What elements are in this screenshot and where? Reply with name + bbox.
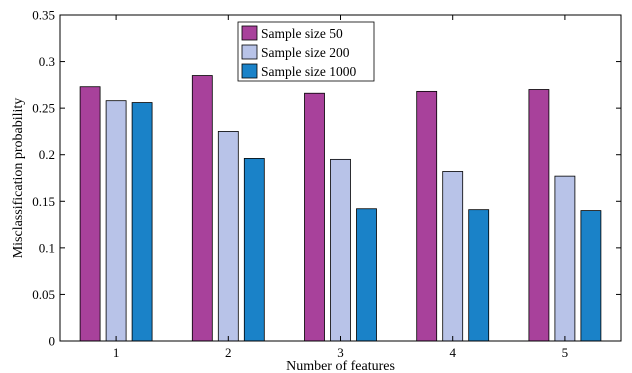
bar-series-1-cat-1 <box>79 86 101 342</box>
bar-series-1-cat-2 <box>191 75 213 342</box>
y-tick-label: 0.3 <box>39 54 55 69</box>
y-tick-label: 0.05 <box>32 287 55 302</box>
y-tick-label: 0.25 <box>32 101 55 116</box>
bar-series-3-cat-3 <box>356 208 377 342</box>
bar-series-2-cat-3 <box>330 158 351 342</box>
y-axis-label: Misclassification probability <box>11 98 26 259</box>
legend-swatch <box>241 63 258 79</box>
legend-label: Sample size 1000 <box>261 64 356 79</box>
x-axis: 1 2 3 4 5 <box>113 15 568 360</box>
bar-series-1-cat-3 <box>304 92 325 342</box>
bar-series-3-cat-2 <box>243 158 265 342</box>
bar-series-3-cat-4 <box>468 209 490 342</box>
bar-series-2-cat-2 <box>217 131 239 342</box>
x-tick-label: 3 <box>337 345 344 360</box>
bar-series-1-cat-5 <box>528 89 550 342</box>
bar-series-3-cat-1 <box>131 102 153 342</box>
x-tick-label: 2 <box>225 345 232 360</box>
legend-label: Sample size 50 <box>261 26 343 41</box>
bars-group <box>79 75 602 342</box>
y-tick-label: 0.35 <box>32 8 55 23</box>
y-tick-label: 0.2 <box>39 147 55 162</box>
x-tick-label: 1 <box>113 345 120 360</box>
legend-swatch <box>241 44 258 60</box>
bar-series-2-cat-4 <box>442 171 464 342</box>
legend: Sample size 50 Sample size 200 Sample size… <box>237 21 375 82</box>
bar-series-2-cat-5 <box>554 175 576 342</box>
legend-label: Sample size 200 <box>261 45 350 60</box>
x-tick-label: 4 <box>449 345 456 360</box>
legend-box <box>237 21 375 82</box>
bar-series-2-cat-1 <box>105 100 127 342</box>
y-tick-label: 0.1 <box>39 240 55 255</box>
bar-series-1-cat-4 <box>416 90 438 342</box>
legend-swatch <box>241 25 258 41</box>
x-tick-label: 5 <box>562 345 569 360</box>
y-tick-label: 0.15 <box>32 194 55 209</box>
x-axis-label: Number of features <box>286 359 395 373</box>
y-axis: 0 0.05 0.1 0.15 0.2 0.25 0.3 0.35 <box>32 8 621 349</box>
y-tick-label: 0 <box>49 334 56 349</box>
bar-series-3-cat-5 <box>580 210 602 342</box>
